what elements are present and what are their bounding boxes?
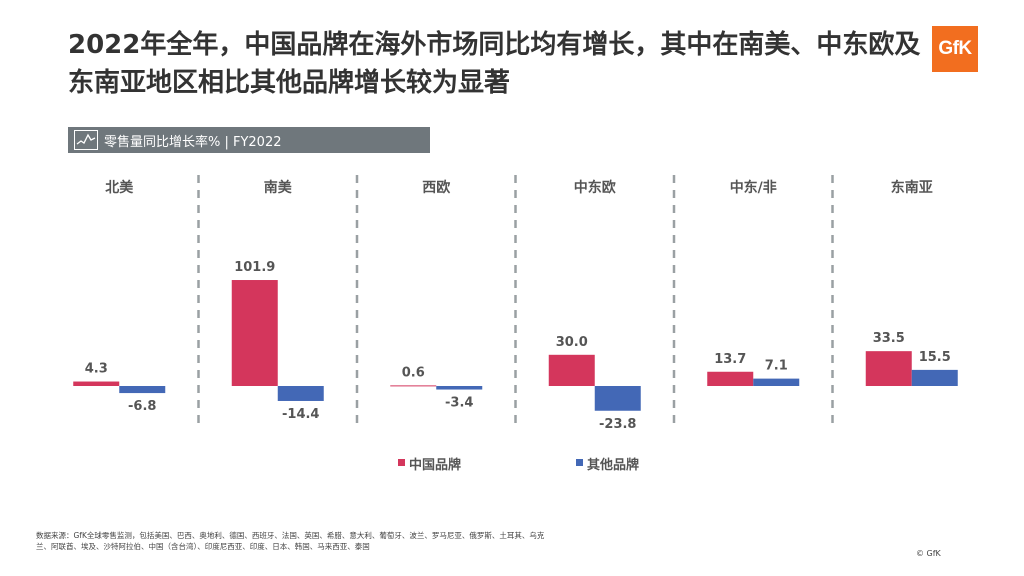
bar-chinese-brands: [865, 351, 912, 386]
category-label: 南美: [264, 179, 293, 196]
data-label: 33.5: [873, 331, 905, 346]
data-label: -23.8: [599, 417, 636, 432]
data-label: -3.4: [445, 396, 473, 411]
bar-other-brands: [119, 386, 166, 394]
category-label: 中东/非: [730, 179, 777, 196]
data-label: 4.3: [85, 362, 108, 377]
data-label: 13.7: [714, 352, 746, 367]
bar-other-brands: [594, 386, 641, 411]
bar-chinese-brands: [73, 381, 120, 386]
metric-label: 零售量同比增长率% | FY2022: [104, 134, 282, 150]
bar-chinese-brands: [707, 371, 754, 386]
data-label: -6.8: [128, 399, 156, 414]
line-chart-icon: [74, 130, 98, 150]
gfk-logo: GfK: [932, 26, 978, 72]
bar-other-brands: [436, 386, 483, 390]
data-label: 101.9: [234, 260, 275, 275]
data-source-footnote: 数据来源：GfK全球零售监测，包括美国、巴西、奥地利、德国、西班牙、法国、英国、…: [36, 531, 545, 551]
legend-swatch: [398, 459, 405, 466]
category-label: 北美: [105, 179, 134, 196]
bar-chinese-brands: [548, 354, 595, 386]
category-label: 中东欧: [574, 179, 616, 196]
page-title: 2022年全年，中国品牌在海外市场同比均有增长，其中在南美、中东欧及东南亚地区相…: [68, 30, 921, 98]
bar-other-brands: [277, 386, 324, 401]
data-label: -14.4: [282, 407, 319, 422]
data-label: 15.5: [919, 350, 951, 365]
bar-other-brands: [753, 378, 800, 386]
category-label: 西欧: [422, 179, 450, 196]
metric-label-box: 零售量同比增长率% | FY2022: [68, 127, 430, 153]
bar-other-brands: [911, 369, 958, 386]
category-label: 东南亚: [891, 179, 933, 196]
data-label: 30.0: [556, 335, 588, 350]
bar-chinese-brands: [390, 385, 437, 387]
legend-label: 中国品牌: [409, 457, 461, 473]
bar-chinese-brands: [231, 280, 278, 386]
legend-swatch: [576, 459, 583, 466]
legend-label: 其他品牌: [587, 457, 639, 473]
copyright: © GfK: [916, 549, 941, 558]
data-label: 7.1: [765, 359, 788, 374]
data-label: 0.6: [402, 365, 425, 380]
